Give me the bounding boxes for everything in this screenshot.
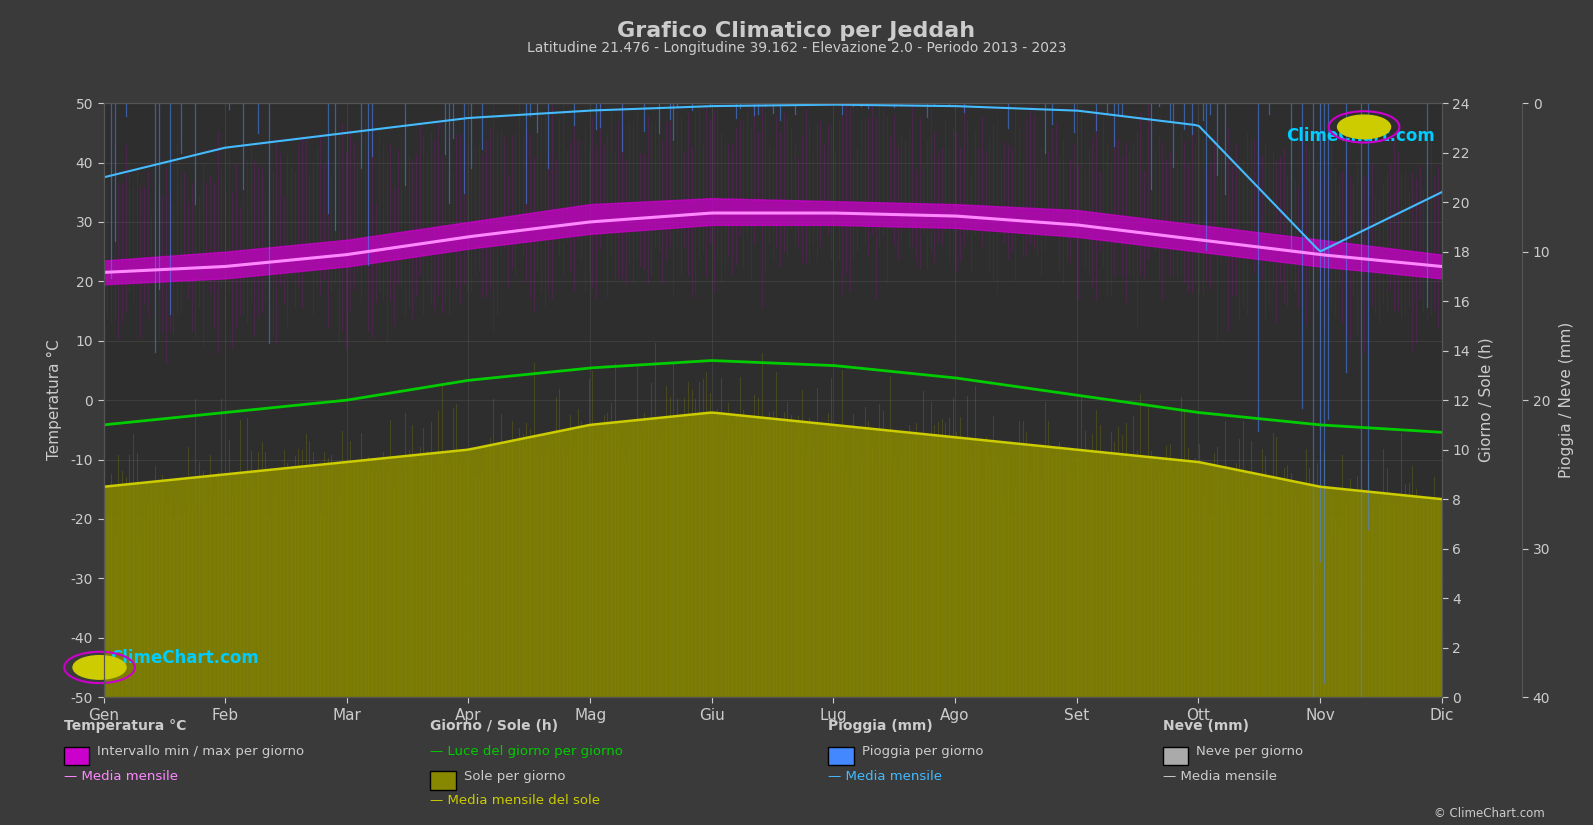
Text: Giorno / Sole (h): Giorno / Sole (h)	[430, 719, 558, 733]
Y-axis label: Pioggia / Neve (mm): Pioggia / Neve (mm)	[1558, 322, 1574, 478]
FancyBboxPatch shape	[430, 771, 456, 790]
Text: Pioggia per giorno: Pioggia per giorno	[862, 745, 983, 758]
Text: Neve per giorno: Neve per giorno	[1196, 745, 1303, 758]
Y-axis label: Giorno / Sole (h): Giorno / Sole (h)	[1478, 337, 1493, 463]
Text: © ClimeChart.com: © ClimeChart.com	[1434, 807, 1545, 820]
Text: Temperatura °C: Temperatura °C	[64, 719, 186, 733]
FancyBboxPatch shape	[1163, 747, 1188, 765]
Y-axis label: Temperatura °C: Temperatura °C	[48, 340, 62, 460]
Text: Intervallo min / max per giorno: Intervallo min / max per giorno	[97, 745, 304, 758]
Circle shape	[1338, 116, 1391, 139]
Text: ClimeChart.com: ClimeChart.com	[1286, 127, 1435, 145]
Text: — Media mensile del sole: — Media mensile del sole	[430, 794, 601, 808]
Text: — Media mensile: — Media mensile	[828, 770, 943, 783]
Text: — Luce del giorno per giorno: — Luce del giorno per giorno	[430, 745, 623, 758]
Text: Sole per giorno: Sole per giorno	[464, 770, 566, 783]
Circle shape	[73, 656, 126, 679]
Text: Pioggia (mm): Pioggia (mm)	[828, 719, 933, 733]
Text: Grafico Climatico per Jeddah: Grafico Climatico per Jeddah	[618, 21, 975, 40]
Text: — Media mensile: — Media mensile	[1163, 770, 1278, 783]
FancyBboxPatch shape	[64, 747, 89, 765]
Text: Neve (mm): Neve (mm)	[1163, 719, 1249, 733]
Text: Latitudine 21.476 - Longitudine 39.162 - Elevazione 2.0 - Periodo 2013 - 2023: Latitudine 21.476 - Longitudine 39.162 -…	[527, 41, 1066, 55]
FancyBboxPatch shape	[828, 747, 854, 765]
Text: — Media mensile: — Media mensile	[64, 770, 178, 783]
Text: ClimeChart.com: ClimeChart.com	[110, 649, 260, 667]
